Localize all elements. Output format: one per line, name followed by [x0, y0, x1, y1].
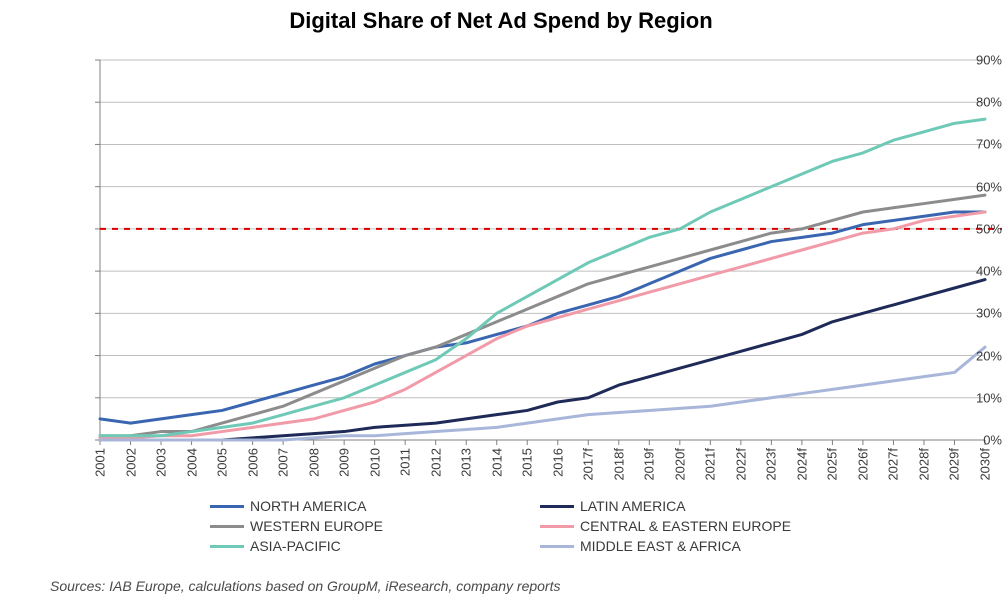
- x-tick-label: 2002: [123, 448, 138, 477]
- x-tick-label: 2010: [367, 448, 382, 477]
- y-tick-label: 40%: [914, 264, 1002, 279]
- x-tick-label: 2007: [276, 448, 291, 477]
- y-tick-label: 60%: [914, 179, 1002, 194]
- legend-item-2: WESTERN EUROPE: [210, 518, 500, 534]
- y-tick-label: 20%: [914, 348, 1002, 363]
- legend-label: ASIA-PACIFIC: [250, 538, 341, 554]
- series-line-3: [100, 212, 985, 438]
- x-tick-label: 2018f: [611, 448, 626, 481]
- legend-item-5: MIDDLE EAST & AFRICA: [540, 538, 830, 554]
- legend: NORTH AMERICA LATIN AMERICA WESTERN EUROPE…: [210, 498, 830, 554]
- series-line-4: [100, 119, 985, 436]
- legend-label: NORTH AMERICA: [250, 498, 366, 514]
- legend-swatch: [210, 525, 244, 528]
- y-tick-label: 70%: [914, 137, 1002, 152]
- legend-label: LATIN AMERICA: [580, 498, 686, 514]
- legend-item-4: ASIA-PACIFIC: [210, 538, 500, 554]
- legend-item-0: NORTH AMERICA: [210, 498, 500, 514]
- y-tick-label: 90%: [914, 53, 1002, 68]
- x-tick-label: 2012: [428, 448, 443, 477]
- legend-item-3: CENTRAL & EASTERN EUROPE: [540, 518, 830, 534]
- legend-item-1: LATIN AMERICA: [540, 498, 830, 514]
- y-tick-label: 50%: [914, 221, 1002, 236]
- legend-label: CENTRAL & EASTERN EUROPE: [580, 518, 791, 534]
- legend-swatch: [540, 505, 574, 508]
- x-tick-label: 2003: [154, 448, 169, 477]
- x-tick-label: 2027f: [886, 448, 901, 481]
- x-tick-label: 2016: [550, 448, 565, 477]
- y-tick-label: 10%: [914, 390, 1002, 405]
- legend-swatch: [210, 545, 244, 548]
- legend-swatch: [210, 505, 244, 508]
- legend-swatch: [540, 545, 574, 548]
- chart-container: Digital Share of Net Ad Spend by Region …: [0, 0, 1002, 616]
- x-tick-label: 2021f: [703, 448, 718, 481]
- y-tick-label: 0%: [914, 433, 1002, 448]
- x-tick-label: 2013: [459, 448, 474, 477]
- x-tick-label: 2011: [398, 448, 413, 476]
- x-tick-label: 2005: [215, 448, 230, 477]
- y-tick-label: 80%: [914, 95, 1002, 110]
- x-tick-label: 2015: [520, 448, 535, 477]
- x-tick-label: 2009: [337, 448, 352, 477]
- x-tick-label: 2028f: [916, 448, 931, 481]
- x-tick-label: 2004: [184, 448, 199, 477]
- y-tick-label: 30%: [914, 306, 1002, 321]
- x-tick-label: 2006: [245, 448, 260, 477]
- x-tick-label: 2001: [93, 448, 108, 477]
- x-tick-label: 2029f: [947, 448, 962, 481]
- legend-label: MIDDLE EAST & AFRICA: [580, 538, 741, 554]
- x-tick-label: 2014: [489, 448, 504, 477]
- x-tick-label: 2017f: [581, 448, 596, 481]
- x-tick-label: 2025f: [825, 448, 840, 481]
- x-tick-label: 2026f: [855, 448, 870, 481]
- legend-label: WESTERN EUROPE: [250, 518, 383, 534]
- x-tick-label: 2030f: [978, 448, 993, 481]
- x-tick-label: 2024f: [794, 448, 809, 481]
- legend-swatch: [540, 525, 574, 528]
- x-tick-label: 2019f: [642, 448, 657, 481]
- x-tick-label: 2023f: [764, 448, 779, 481]
- x-tick-label: 2008: [306, 448, 321, 477]
- x-tick-label: 2020f: [672, 448, 687, 481]
- source-note: Sources: IAB Europe, calculations based …: [50, 578, 560, 594]
- x-tick-label: 2022f: [733, 448, 748, 481]
